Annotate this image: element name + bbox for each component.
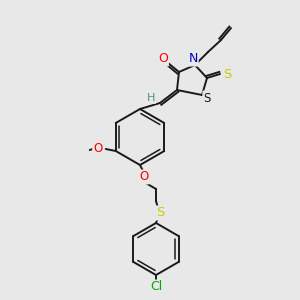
Text: O: O [158,52,168,65]
Text: S: S [203,92,211,104]
Text: N: N [188,52,198,65]
Text: Cl: Cl [150,280,162,293]
Text: S: S [156,206,164,220]
Text: O: O [140,170,148,184]
Text: O: O [93,142,102,154]
Text: H: H [147,93,155,103]
Text: S: S [223,68,231,80]
